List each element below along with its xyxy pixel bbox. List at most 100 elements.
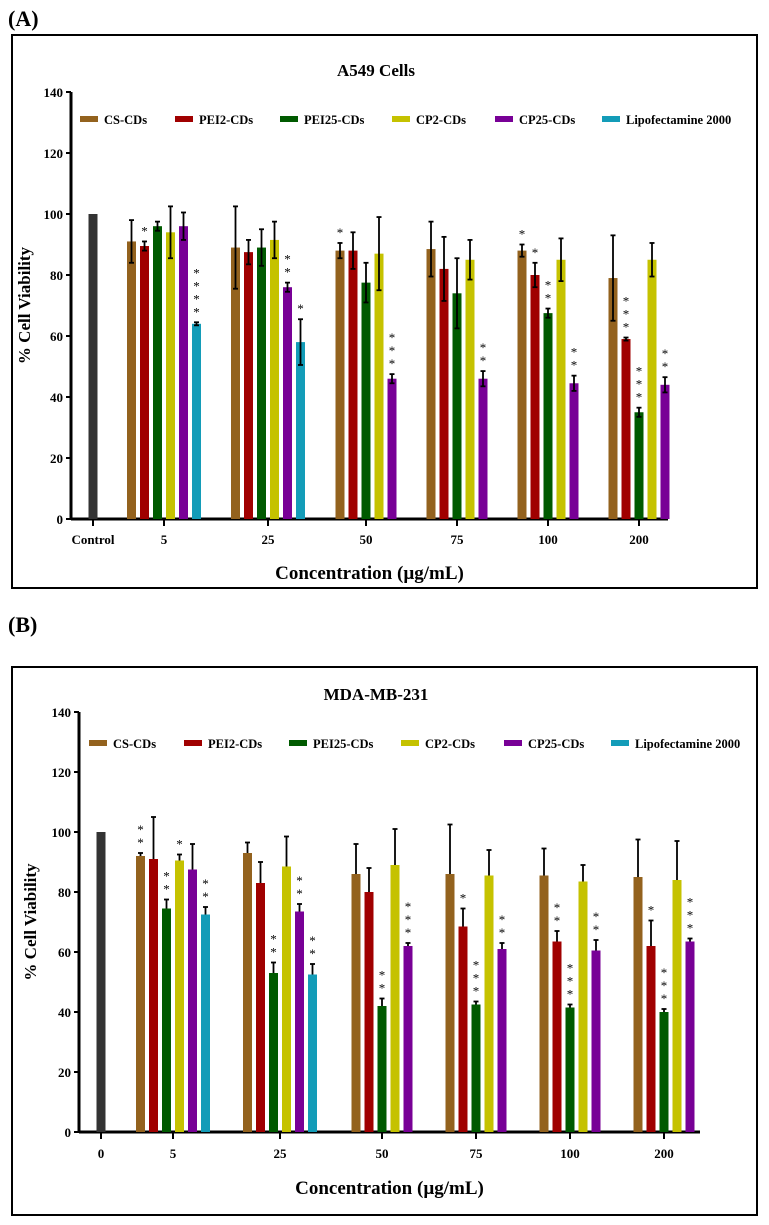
star: *: [137, 835, 144, 850]
star: *: [554, 913, 561, 928]
bar: [308, 974, 317, 1132]
bar: [591, 950, 601, 1132]
star: *: [473, 984, 480, 999]
bar: [390, 865, 400, 1132]
star: *: [379, 968, 386, 983]
star: *: [623, 294, 630, 309]
bar: [634, 412, 644, 519]
y-tick-label: 140: [52, 705, 72, 720]
y-tick-label: 0: [57, 512, 64, 527]
significance-stars: *: [297, 301, 304, 316]
star: *: [297, 301, 304, 316]
star: *: [309, 933, 316, 948]
star: *: [202, 876, 209, 891]
panel-frame: [11, 34, 758, 589]
star: *: [460, 891, 467, 906]
star: *: [499, 925, 506, 940]
star: *: [379, 981, 386, 996]
significance-stars: * * *: [623, 294, 630, 335]
bar: [478, 378, 488, 519]
bar: [348, 250, 358, 519]
star: *: [623, 307, 630, 322]
bar: [660, 384, 670, 519]
bar: [175, 860, 184, 1132]
star: *: [636, 390, 643, 405]
star: *: [545, 278, 552, 293]
bar: [153, 226, 162, 519]
significance-stars: * *: [284, 252, 291, 280]
bar: [569, 383, 579, 519]
star: *: [405, 925, 412, 940]
star: *: [662, 359, 669, 374]
star: *: [296, 886, 303, 901]
significance-stars: * *: [480, 340, 487, 368]
legend-swatch: [280, 116, 298, 122]
bar: [295, 911, 304, 1132]
significance-stars: * *: [296, 873, 303, 901]
star: *: [661, 978, 668, 993]
star: *: [554, 900, 561, 915]
star: *: [163, 869, 170, 884]
star: *: [687, 895, 694, 910]
panel-label: (B): [8, 612, 37, 637]
bar: [403, 946, 413, 1132]
significance-stars: * *: [545, 278, 552, 306]
significance-stars: * * *: [636, 364, 643, 405]
bar: [140, 246, 149, 519]
x-tick-label: 100: [560, 1146, 580, 1161]
bar-control: [88, 214, 98, 519]
bar: [374, 253, 384, 519]
bar: [282, 866, 291, 1132]
bar: [530, 275, 540, 519]
star: *: [593, 922, 600, 937]
legend-entry: CS-CDs: [104, 113, 147, 127]
y-axis-label: % Cell Viability: [21, 863, 40, 981]
significance-stars: *: [648, 903, 655, 918]
legend-swatch: [401, 740, 419, 746]
significance-stars: * *: [571, 345, 578, 373]
star: *: [193, 265, 200, 280]
star: *: [662, 346, 669, 361]
significance-stars: * *: [379, 968, 386, 996]
bar: [517, 250, 527, 519]
legend-entry: CP25-CDs: [528, 737, 584, 751]
star: *: [405, 912, 412, 927]
star: *: [480, 353, 487, 368]
bar: [136, 856, 145, 1132]
significance-stars: * * *: [687, 895, 694, 936]
x-tick-label: 50: [360, 532, 373, 547]
significance-stars: * *: [499, 912, 506, 940]
y-axis-label: % Cell Viability: [15, 246, 34, 364]
y-tick-label: 20: [58, 1065, 71, 1080]
bar: [621, 339, 631, 519]
legend-entry: Lipofectamine 2000: [635, 737, 740, 751]
star: *: [473, 958, 480, 973]
bar: [556, 259, 566, 519]
chart-title: A549 Cells: [337, 61, 415, 80]
star: *: [567, 961, 574, 976]
bar: [192, 323, 201, 519]
legend-swatch: [289, 740, 307, 746]
bar: [465, 259, 475, 519]
bar: [256, 883, 265, 1132]
star: *: [141, 223, 148, 238]
star: *: [193, 304, 200, 319]
bar-control: [96, 832, 106, 1132]
legend-swatch: [184, 740, 202, 746]
x-axis-label: Concentration (µg/mL): [275, 563, 464, 584]
star: *: [623, 320, 630, 335]
panel-frame: [11, 666, 758, 1216]
y-tick-label: 80: [50, 268, 63, 283]
x-tick-label: Control: [71, 532, 114, 547]
x-tick-label: 0: [98, 1146, 105, 1161]
bar: [685, 941, 695, 1132]
bar: [257, 247, 266, 520]
legend-swatch: [611, 740, 629, 746]
star: *: [648, 903, 655, 918]
legend-entry: Lipofectamine 2000: [626, 113, 731, 127]
x-tick-label: 25: [274, 1146, 288, 1161]
star: *: [389, 343, 396, 358]
legend-entry: CS-CDs: [113, 737, 156, 751]
y-tick-label: 100: [52, 825, 72, 840]
